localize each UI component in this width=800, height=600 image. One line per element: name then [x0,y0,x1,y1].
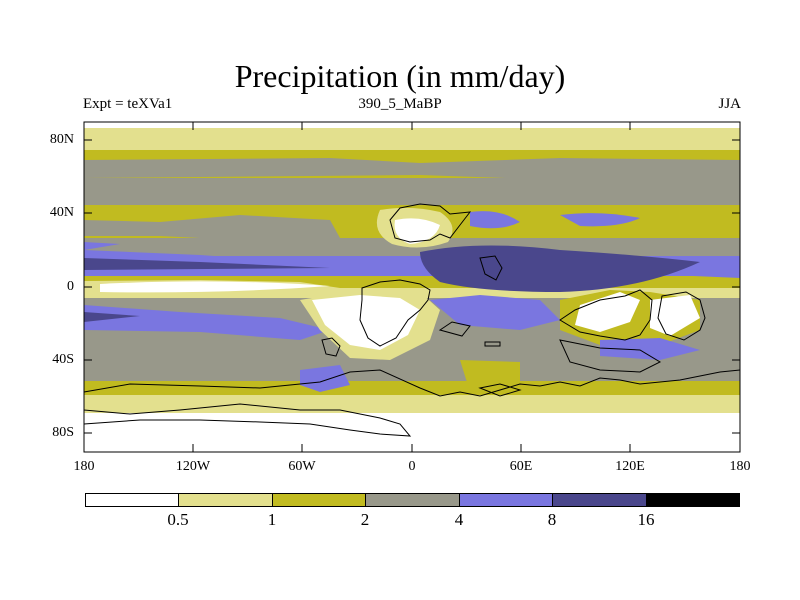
colorbar-segment [553,494,647,506]
lat-label-80s: 80S [52,425,74,440]
colorbar [85,493,740,507]
colorbar-segment [179,494,273,506]
coastlines [83,203,741,437]
colorbar-segment [86,494,180,506]
lon-label-120e: 120E [615,459,645,474]
colorbar-label: 0.5 [167,510,189,529]
experiment-label: Expt = teXVa1 [83,96,173,112]
season-label: JJA [718,96,741,112]
colorbar-segment [459,494,554,506]
colorbar-segment [272,494,367,506]
lat-label-40n: 40N [49,205,74,220]
period-label: 390_5_MaBP [358,96,442,112]
lon-label-180e: 180 [729,459,751,474]
colorbar-label: 1 [267,510,277,529]
lat-label-80n: 80N [49,132,74,147]
axis-ticks [84,122,740,452]
precip-field [84,122,740,452]
colorbar-label: 2 [360,510,370,529]
lat-label-0: 0 [67,279,74,294]
lon-label-0: 0 [408,459,416,474]
lat-label-40s: 40S [52,352,74,367]
colorbar-label: 8 [547,510,557,529]
lon-label-60e: 60E [509,459,533,474]
colorbar-label: 16 [637,510,655,529]
lon-label-180w: 180 [73,459,95,474]
colorbar-label: 4 [454,510,464,529]
lon-label-60w: 60W [288,459,316,474]
colorbar-segment [366,494,460,506]
colorbar-segment [646,494,739,506]
lon-label-120w: 120W [175,459,211,474]
map-title: Precipitation (in mm/day) [234,58,566,94]
